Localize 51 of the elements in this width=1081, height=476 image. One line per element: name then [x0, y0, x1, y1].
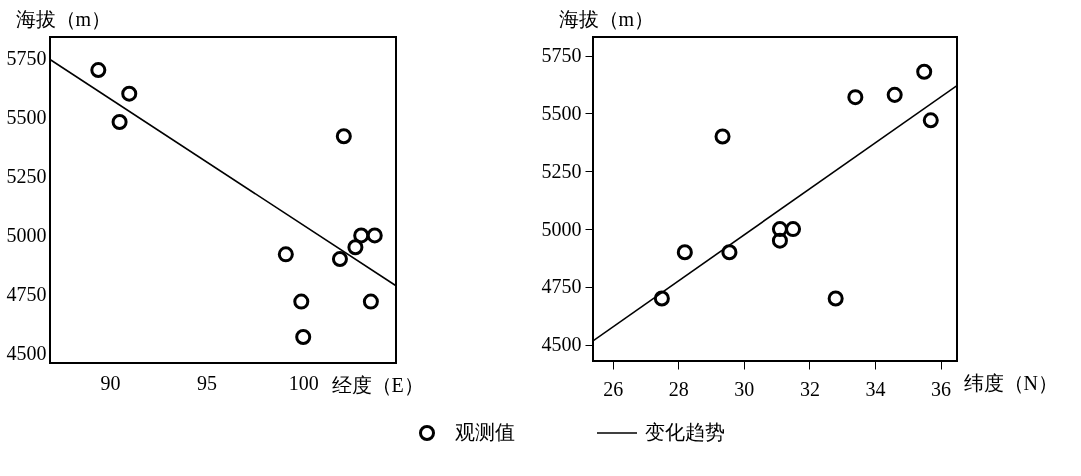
point — [771, 232, 788, 249]
x-tick-label: 90 — [100, 371, 121, 394]
point — [653, 290, 670, 307]
x-tick-label: 30 — [734, 377, 755, 400]
x-tick-label: 32 — [799, 377, 820, 400]
point — [121, 85, 138, 102]
y-tick-label: 5500 — [6, 105, 47, 128]
y-tick-label: 5250 — [6, 164, 47, 187]
point — [916, 63, 933, 80]
y-tick-label: 5750 — [541, 44, 582, 67]
x-tick-label: 34 — [865, 377, 886, 400]
y-tick-label: 4500 — [6, 342, 47, 365]
point — [366, 227, 383, 244]
y-axis-title: 海拔（m） — [15, 7, 112, 30]
point — [347, 239, 364, 256]
legend-label: 变化趋势 — [645, 421, 725, 443]
y-tick-label: 5750 — [6, 46, 47, 69]
point — [721, 244, 738, 261]
point — [331, 251, 348, 268]
y-tick-label: 5250 — [541, 159, 582, 182]
point — [785, 221, 802, 238]
point — [111, 114, 128, 131]
x-tick-label: 36 — [931, 377, 952, 400]
point — [922, 112, 939, 129]
point — [353, 227, 370, 244]
x-tick-label: 26 — [603, 377, 624, 400]
point — [847, 89, 864, 106]
point — [277, 246, 294, 263]
y-axis-title: 海拔（m） — [558, 7, 655, 30]
x-tick-label: 100 — [288, 371, 319, 394]
x-tick-label: 95 — [197, 371, 218, 394]
point — [90, 62, 107, 79]
x-tick-label: 28 — [668, 377, 689, 400]
point — [771, 221, 788, 238]
point — [886, 86, 903, 103]
point — [295, 329, 312, 346]
y-tick-label: 4500 — [541, 333, 582, 356]
point — [362, 293, 379, 310]
x-axis-title: 经度（E） — [331, 373, 424, 396]
y-tick-label: 5000 — [541, 217, 582, 240]
x-axis-title: 纬度（N） — [963, 371, 1058, 394]
y-tick-label: 4750 — [541, 275, 582, 298]
y-tick-label: 5500 — [541, 101, 582, 124]
point — [827, 290, 844, 307]
point — [676, 244, 693, 261]
legend-label: 观测值 — [455, 421, 515, 443]
point — [335, 128, 352, 145]
y-tick-label: 4750 — [6, 282, 47, 305]
y-tick-label: 5000 — [6, 223, 47, 246]
point — [293, 293, 310, 310]
point — [714, 128, 731, 145]
